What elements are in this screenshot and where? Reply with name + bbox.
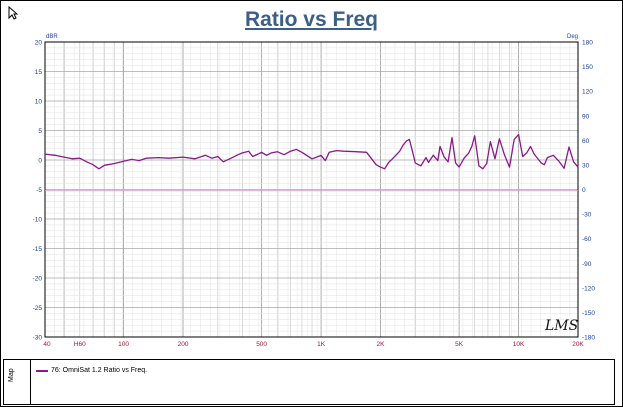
y2-tick-label: 90 [582, 113, 590, 120]
y-tick-label: 5 [38, 128, 42, 135]
y-tick-label: -15 [33, 246, 43, 253]
y-tick-label: 15 [35, 69, 43, 76]
y-tick-label: 10 [35, 99, 43, 106]
y2-tick-label: -60 [582, 236, 592, 243]
x-tick-label: 500 [256, 341, 267, 348]
y2-tick-label: -30 [582, 212, 592, 219]
y2-tick-label: -90 [582, 261, 592, 268]
y2-tick-label: -120 [582, 285, 595, 292]
y2-tick-label: 30 [582, 162, 590, 169]
map-tab-label: Map [8, 368, 15, 382]
x-tick-label: 20K [572, 341, 584, 348]
y-tick-label: 0 [38, 158, 42, 165]
x-tick-label: 10K [513, 341, 525, 348]
chart-title: Ratio vs Freq [244, 8, 379, 31]
x-tick-label: 40 [43, 341, 51, 348]
legend-swatch [36, 369, 48, 372]
y2-tick-label: 120 [582, 89, 593, 96]
x-tick-label: 2K [377, 341, 386, 348]
right-axis-unit: Deg [567, 34, 578, 40]
y-tick-label: -25 [33, 305, 43, 312]
y2-tick-label: 60 [582, 138, 590, 145]
y2-tick-label: -180 [582, 335, 595, 342]
y2-tick-label: 180 [582, 40, 593, 47]
lms-watermark: LMS [544, 318, 578, 334]
legend-entry-label: 76: OmniSat 1.2 Ratio vs Freq. [51, 367, 148, 374]
x-tick-label: 100 [118, 341, 129, 348]
ratio-series-line [44, 133, 579, 170]
y2-tick-label: 150 [582, 64, 593, 71]
y-tick-label: -30 [33, 335, 43, 342]
ratio-vs-freq-chart: dBR Deg 20 15 10 5 0 -5 -10 -15 -20 -25 -30 180 150 1… [33, 34, 596, 348]
y2-tick-label: -150 [582, 310, 595, 317]
y-tick-label: -20 [33, 276, 43, 283]
y-tick-label: 20 [35, 40, 43, 47]
legend-panel: Map 76: OmniSat 1.2 Ratio vs Freq. [3, 359, 615, 405]
x-tick-label: 200 [178, 341, 189, 348]
left-axis-unit: dBR [46, 34, 58, 40]
y-tick-label: -5 [36, 187, 42, 194]
legend-entry[interactable]: 76: OmniSat 1.2 Ratio vs Freq. [36, 367, 147, 374]
mouse-pointer-icon [8, 6, 18, 20]
x-tick-label: 5K [455, 341, 464, 348]
y2-tick-label: 0 [582, 187, 586, 194]
map-tab[interactable]: Map [4, 360, 31, 404]
y-tick-label: -10 [33, 217, 43, 224]
x-tick-label: H60 [74, 341, 86, 348]
x-tick-label: 1K [317, 341, 326, 348]
